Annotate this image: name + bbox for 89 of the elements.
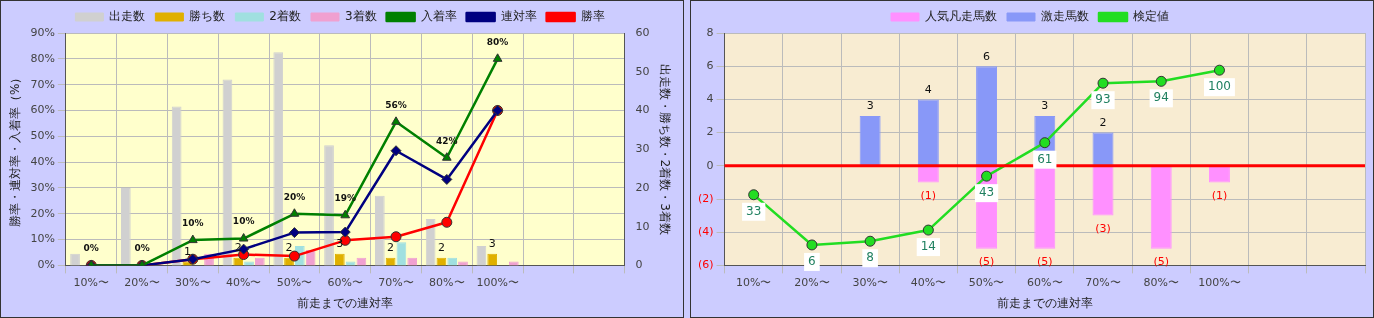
data-label: 0% (134, 243, 150, 254)
x-tick-label: 70%〜 (1085, 275, 1121, 289)
x-tick-label: 70%〜 (378, 275, 414, 289)
y-tick-label: 6 (706, 59, 714, 73)
y2-tick-label: 50 (635, 64, 650, 78)
y-tick-label: 0% (37, 258, 55, 272)
y-tick-label: 60% (30, 103, 55, 117)
data-label: (1) (920, 188, 937, 202)
y-tick-label: 0 (706, 158, 714, 172)
data-label: 8 (866, 250, 874, 265)
data-label: 3 (1041, 99, 1049, 113)
x-tick-label: 40%〜 (910, 275, 947, 289)
x-tick-label: 100%〜 (1198, 275, 1241, 289)
data-label: 94 (1153, 90, 1169, 105)
x-tick-label: 80%〜 (1143, 275, 1179, 289)
data-label: 56% (385, 99, 407, 110)
data-label: 3 (488, 237, 496, 251)
data-label: 6 (983, 49, 991, 63)
x-tick-label: 60%〜 (1027, 275, 1063, 289)
data-label: (1) (1211, 188, 1228, 202)
data-label: 100 (1208, 79, 1231, 94)
y-tick-label: 90% (30, 25, 55, 39)
y-tick-label: 50% (30, 129, 55, 143)
data-label: 6 (808, 254, 816, 269)
x-tick-label: 100%〜 (476, 275, 519, 289)
x-tick-label: 20%〜 (124, 275, 160, 289)
legend-label: 出走数 (109, 9, 146, 24)
x-tick-label: 50%〜 (968, 275, 1005, 289)
x-tick-label: 30%〜 (852, 275, 888, 289)
y-tick-label: (6) (697, 258, 714, 272)
y2-tick-label: 20 (635, 180, 650, 194)
y-tick-label: (4) (697, 225, 714, 239)
data-label: 2 (387, 241, 395, 255)
x-tick-label: 50%〜 (276, 275, 313, 289)
x-axis-title: 前走までの連対率 (996, 295, 1093, 310)
x-axis-title: 前走までの連対率 (297, 295, 394, 310)
y-tick-label: 20% (30, 206, 55, 220)
data-label: 2 (1099, 115, 1107, 129)
data-label: 0% (83, 243, 99, 254)
data-label: 93 (1095, 92, 1111, 107)
x-tick-label: 30%〜 (175, 275, 211, 289)
data-label: 10% (182, 217, 204, 228)
y-axis-title: 勝率・連対率・入着率（%） (8, 71, 23, 227)
y2-tick-label: 60 (635, 25, 650, 39)
y-tick-label: 10% (30, 232, 55, 246)
data-label: 4 (924, 82, 932, 96)
x-tick-label: 20%〜 (794, 275, 830, 289)
legend-label: 人気凡走馬数 (925, 9, 997, 24)
data-label: 10% (232, 216, 255, 227)
data-label: 1 (183, 244, 191, 258)
x-tick-label: 40%〜 (225, 275, 262, 289)
legend-label: 勝率 (580, 9, 605, 24)
x-tick-label: 80%〜 (429, 275, 465, 289)
data-label: 43 (978, 185, 995, 200)
x-tick-label: 10%〜 (73, 275, 109, 289)
data-label: (5) (978, 255, 995, 269)
data-label: 20% (283, 191, 306, 202)
x-tick-label: 10%〜 (735, 275, 772, 289)
data-label: (5) (1036, 255, 1053, 269)
legend-label: 連対率 (500, 9, 537, 24)
data-label: 80% (486, 36, 509, 47)
data-label: (3) (1095, 221, 1111, 235)
y-tick-label: (2) (697, 191, 714, 205)
y-tick-label: 8 (706, 25, 714, 39)
y-tick-label: 4 (706, 92, 714, 106)
legend-label: 3着数 (345, 9, 377, 24)
y2-axis-title: 出走数・勝ち数・2着数・3着数 (657, 63, 672, 235)
y2-tick-label: 30 (635, 142, 650, 156)
y2-tick-label: 0 (635, 258, 643, 272)
data-label: 61 (1037, 151, 1053, 166)
legend-label: 2着数 (269, 9, 302, 24)
legend-label: 勝ち数 (189, 9, 226, 24)
y2-tick-label: 10 (635, 219, 650, 233)
y-tick-label: 2 (706, 125, 714, 139)
data-label: 2 (285, 241, 293, 255)
y-tick-label: 80% (30, 51, 55, 65)
y-tick-label: 70% (30, 77, 55, 91)
data-label: 33 (746, 203, 762, 218)
y2-tick-label: 40 (635, 103, 650, 117)
data-label: 3 (866, 99, 874, 113)
data-label: 2 (437, 241, 445, 255)
x-tick-label: 60%〜 (327, 275, 363, 289)
y-tick-label: 30% (30, 180, 55, 194)
legend-label: 激走馬数 (1041, 9, 1089, 24)
data-label: (5) (1153, 255, 1170, 269)
y-tick-label: 40% (30, 154, 55, 168)
legend-label: 検定値 (1133, 9, 1169, 24)
data-label: 14 (920, 239, 936, 254)
legend-label: 入着率 (420, 9, 457, 24)
